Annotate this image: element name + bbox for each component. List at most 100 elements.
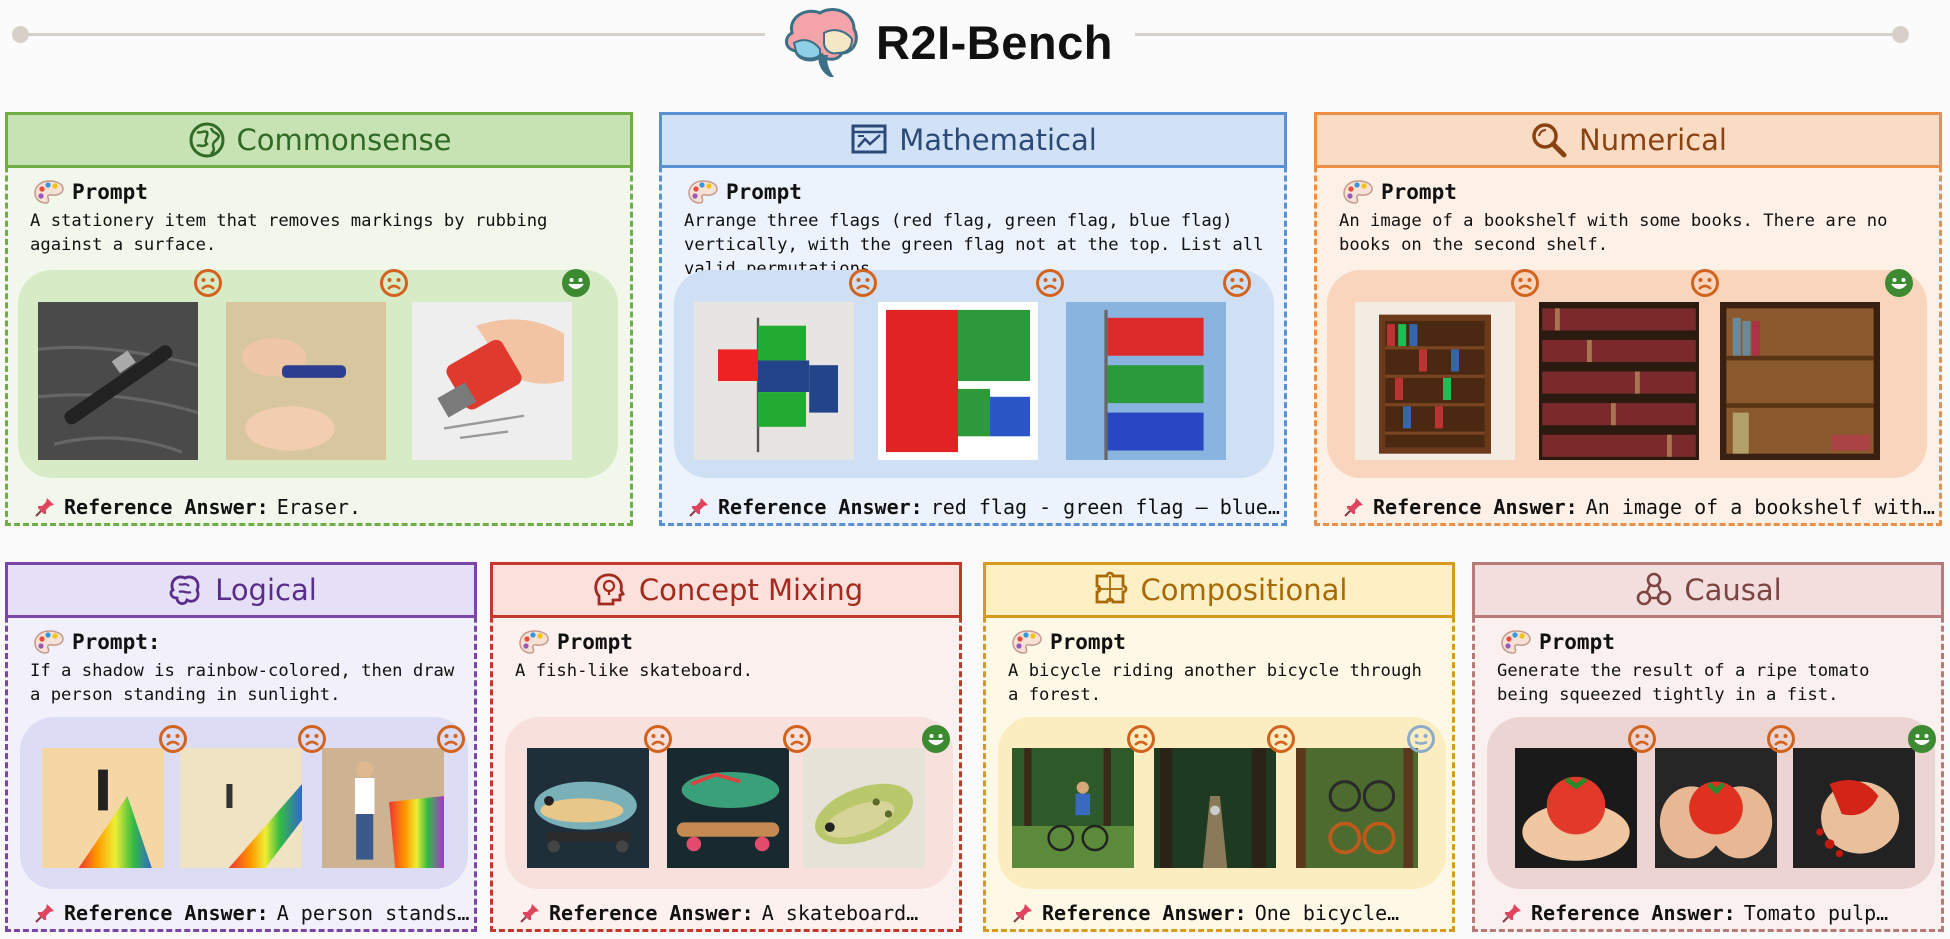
prompt-header: Prompt [1012, 629, 1126, 655]
palette-icon [1012, 630, 1042, 654]
generated-image-2 [1539, 302, 1699, 460]
category-header: Logical [5, 562, 477, 618]
sad-face-icon [1036, 269, 1064, 297]
prompt-text: A bicycle riding another bicycle through… [1008, 661, 1422, 705]
generated-image-1 [1515, 748, 1637, 868]
generated-image-3 [1720, 302, 1880, 460]
result-indicator-3 [436, 724, 466, 754]
prompt-label: Prompt: [72, 630, 161, 654]
brain-icon [785, 8, 858, 77]
palette-icon [519, 630, 549, 654]
magnifier-icon [1532, 123, 1567, 158]
reference-answer: Reference Answer: red flag - green flag –… [688, 495, 1280, 519]
generated-image-3 [803, 748, 925, 868]
palette-icon [34, 630, 64, 654]
prompt-header: Prompt: [34, 629, 161, 655]
sad-face-icon [1767, 725, 1795, 753]
generated-image-1 [42, 748, 164, 868]
category-title: Mathematical [899, 123, 1097, 157]
happy-face-icon [562, 269, 590, 297]
category-header: Numerical [1314, 112, 1942, 168]
category-title: Concept Mixing [638, 573, 864, 607]
reference-label: Reference Answer: [64, 495, 269, 519]
result-indicator-1 [193, 268, 223, 298]
reference-text: Eraser. [276, 495, 361, 519]
reference-text: A person stands… [276, 901, 470, 925]
result-indicator-2 [379, 268, 409, 298]
category-card-logical: Logical Prompt: If a shadow is rainbow-col… [5, 562, 477, 932]
result-indicator-3 [561, 268, 591, 298]
generated-image-2 [226, 302, 386, 460]
reference-label: Reference Answer: [1373, 495, 1578, 519]
reference-answer: Reference Answer: An image of a bookshelf… [1343, 495, 1935, 519]
prompt-header: Prompt [519, 629, 633, 655]
prompt-header: Prompt [1343, 179, 1457, 205]
prompt-header: Prompt [1501, 629, 1615, 655]
palette-icon [1501, 630, 1531, 654]
prompt-text: An image of a bookshelf with some books.… [1339, 211, 1888, 255]
prompt-label: Prompt [72, 180, 148, 204]
reference-text: One bicycle… [1254, 901, 1400, 925]
reference-answer: Reference Answer: A skateboard… [519, 901, 918, 925]
category-card-causal: Causal Prompt Generate the result of a rip… [1472, 562, 1944, 932]
category-header: Commonsense [5, 112, 633, 168]
category-title: Compositional [1140, 573, 1348, 607]
result-indicator-2 [1766, 724, 1796, 754]
globe-icon [189, 122, 225, 158]
generated-image-1 [694, 302, 854, 460]
sad-face-icon [1127, 725, 1155, 753]
sad-face-icon [159, 725, 187, 753]
result-indicator-2 [1035, 268, 1065, 298]
sad-face-icon [437, 725, 465, 753]
chart-board-icon [851, 124, 887, 154]
reference-text: An image of a bookshelf with… [1585, 495, 1935, 519]
reference-label: Reference Answer: [549, 901, 754, 925]
generated-image-2 [878, 302, 1038, 460]
prompt-text: If a shadow is rainbow-colored, then dra… [30, 661, 455, 705]
pin-icon [1502, 904, 1521, 923]
neutral-face-icon [1407, 725, 1435, 753]
category-header: Compositional [983, 562, 1455, 618]
pin-icon [520, 904, 539, 923]
category-title: Numerical [1579, 123, 1727, 157]
generated-image-3 [412, 302, 572, 460]
reference-label: Reference Answer: [718, 495, 923, 519]
generated-image-2 [180, 748, 302, 868]
palette-icon [1343, 180, 1373, 204]
header: R2I-Bench [0, 0, 1950, 90]
category-card-mathematical: Mathematical Prompt Arrange three flags (r… [659, 112, 1287, 526]
category-card-commonsense: Commonsense Prompt A stationery item that … [5, 112, 633, 526]
brain-outline-icon [169, 575, 200, 605]
sad-face-icon [194, 269, 222, 297]
result-indicator-3 [1884, 268, 1914, 298]
category-card-numerical: Numerical Prompt An image of a bookshelf w… [1314, 112, 1942, 526]
palette-icon [34, 180, 64, 204]
prompt-label: Prompt [726, 180, 802, 204]
category-title: Causal [1684, 573, 1782, 607]
result-indicator-1 [1627, 724, 1657, 754]
reference-text: Tomato pulp… [1743, 901, 1889, 925]
result-indicator-2 [1266, 724, 1296, 754]
category-header: Causal [1472, 562, 1944, 618]
result-indicator-3 [1406, 724, 1436, 754]
pin-icon [689, 498, 708, 517]
generated-image-3 [1296, 748, 1418, 868]
category-card-concept-mixing: Concept Mixing Prompt A fish-like skateboa… [490, 562, 962, 932]
happy-face-icon [1885, 269, 1913, 297]
brand: R2I-Bench [780, 2, 1113, 82]
generated-image-1 [1012, 748, 1134, 868]
result-indicator-1 [848, 268, 878, 298]
reference-text: A skateboard… [761, 901, 919, 925]
sad-face-icon [644, 725, 672, 753]
category-header: Concept Mixing [490, 562, 962, 618]
reference-text: red flag - green flag – blue… [930, 495, 1280, 519]
generated-image-2 [667, 748, 789, 868]
prompt-text: Generate the result of a ripe tomato bei… [1497, 661, 1870, 705]
sad-face-icon [1223, 269, 1251, 297]
generated-image-2 [1154, 748, 1276, 868]
header-rule-right [1135, 33, 1895, 36]
puzzle-icon [1095, 571, 1127, 604]
result-indicator-1 [158, 724, 188, 754]
prompt-text: A fish-like skateboard. [515, 661, 753, 681]
sad-face-icon [1691, 269, 1719, 297]
